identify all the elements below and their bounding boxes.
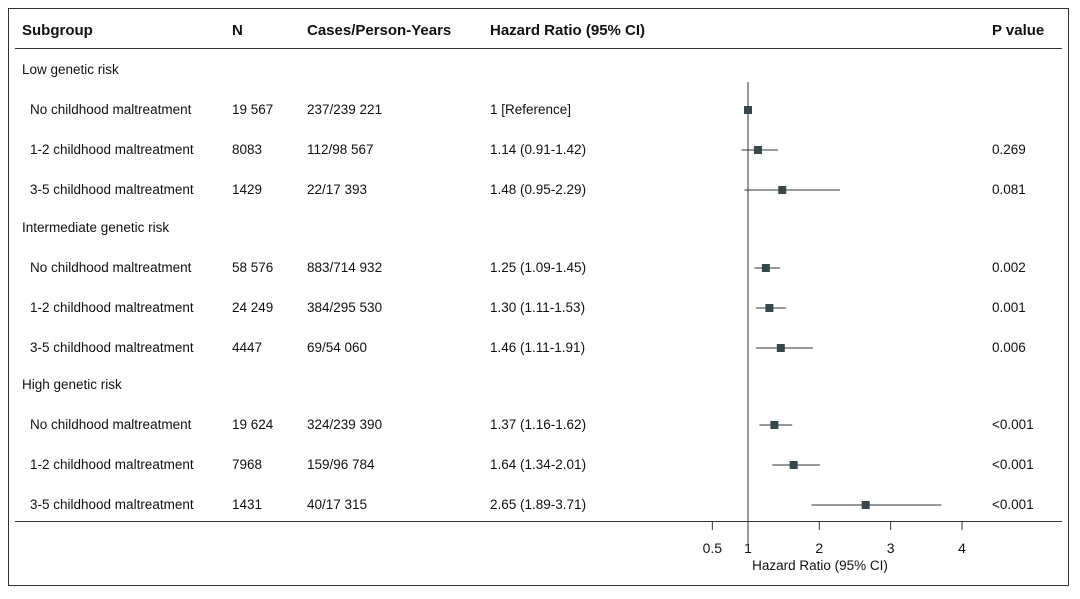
cell-cases: 112/98 567 [307, 142, 374, 157]
cell-cases: 237/239 221 [307, 102, 383, 117]
hr-marker [770, 421, 779, 429]
cell-cases: 324/239 390 [307, 417, 383, 432]
cell-cases: 159/96 784 [307, 457, 375, 472]
cell-subgroup: 3-5 childhood maltreatment [30, 497, 194, 512]
cell-n: 4447 [232, 340, 263, 355]
cell-subgroup: No childhood maltreatment [30, 260, 192, 275]
cell-n: 1429 [232, 182, 263, 197]
cell-cases: 69/54 060 [307, 340, 368, 355]
cell-subgroup: No childhood maltreatment [30, 417, 192, 432]
hr-marker [744, 106, 752, 114]
cell-p-value: 0.002 [992, 260, 1026, 275]
cell-cases: 384/295 530 [307, 300, 383, 315]
cell-subgroup: No childhood maltreatment [30, 102, 192, 117]
cell-p-value: 0.269 [992, 142, 1026, 157]
cell-p-value: 0.006 [992, 340, 1026, 355]
cell-cases: 22/17 393 [307, 182, 368, 197]
cell-n: 19 624 [232, 417, 274, 432]
cell-hazard-ratio: 1.48 (0.95-2.29) [490, 182, 587, 197]
cell-hazard-ratio: 1.37 (1.16-1.62) [490, 417, 587, 432]
hr-marker [861, 501, 870, 509]
cell-p-value: 0.081 [992, 182, 1026, 197]
x-tick-label: 4 [958, 540, 966, 556]
cell-subgroup: 3-5 childhood maltreatment [30, 182, 194, 197]
cell-n: 8083 [232, 142, 263, 157]
x-tick-label: 3 [887, 540, 895, 556]
figure-frame [8, 8, 1069, 586]
cell-n: 19 567 [232, 102, 274, 117]
cell-subgroup: 1-2 childhood maltreatment [30, 457, 194, 472]
cell-hazard-ratio: 1 [Reference] [490, 102, 572, 117]
hr-marker [753, 146, 762, 154]
hr-marker [761, 264, 770, 272]
group-label: Low genetic risk [22, 62, 119, 77]
cell-p-value: <0.001 [992, 457, 1034, 472]
group-label: High genetic risk [22, 377, 122, 392]
cell-subgroup: 1-2 childhood maltreatment [30, 142, 194, 157]
header-hazard-ratio: Hazard Ratio (95% CI) [490, 22, 646, 39]
cell-hazard-ratio: 2.65 (1.89-3.71) [490, 497, 587, 512]
cell-hazard-ratio: 1.30 (1.11-1.53) [490, 300, 586, 315]
hr-marker [778, 186, 787, 194]
cell-hazard-ratio: 1.25 (1.09-1.45) [490, 260, 587, 275]
cell-n: 24 249 [232, 300, 274, 315]
cell-p-value: <0.001 [992, 497, 1034, 512]
header-cases: Cases/Person-Years [307, 22, 452, 39]
cell-hazard-ratio: 1.14 (0.91-1.42) [490, 142, 587, 157]
hr-marker [765, 304, 774, 312]
cell-cases: 40/17 315 [307, 497, 368, 512]
cell-hazard-ratio: 1.64 (1.34-2.01) [490, 457, 587, 472]
header-subgroup: Subgroup [22, 22, 93, 39]
cell-p-value: <0.001 [992, 417, 1034, 432]
group-label: Intermediate genetic risk [22, 220, 170, 235]
x-tick-label: 1 [744, 540, 752, 556]
cell-n: 7968 [232, 457, 263, 472]
cell-subgroup: 1-2 childhood maltreatment [30, 300, 194, 315]
cell-n: 1431 [232, 497, 263, 512]
header-p-value: P value [992, 22, 1045, 39]
cell-cases: 883/714 932 [307, 260, 383, 275]
x-tick-label: 2 [815, 540, 823, 556]
header-n: N [232, 22, 243, 39]
x-axis-label: Hazard Ratio (95% CI) [752, 558, 888, 573]
hr-marker [776, 344, 785, 352]
cell-hazard-ratio: 1.46 (1.11-1.91) [490, 340, 586, 355]
cell-n: 58 576 [232, 260, 274, 275]
cell-p-value: 0.001 [992, 300, 1026, 315]
hr-marker [789, 461, 798, 469]
cell-subgroup: 3-5 childhood maltreatment [30, 340, 194, 355]
x-tick-label: 0.5 [703, 540, 723, 556]
